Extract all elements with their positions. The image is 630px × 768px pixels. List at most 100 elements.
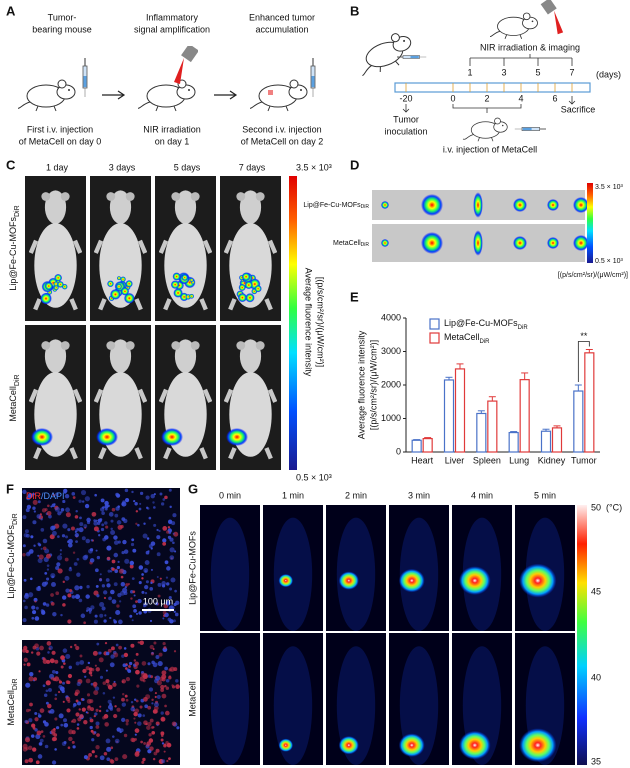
- cell: [117, 560, 120, 563]
- cell: [23, 533, 28, 538]
- cell: [104, 722, 109, 727]
- x-tick-label: Tumor: [571, 455, 597, 465]
- cell: [107, 648, 112, 653]
- cell: [112, 682, 117, 687]
- cell: [135, 600, 138, 603]
- cell: [139, 502, 142, 505]
- cell: [95, 584, 99, 588]
- cell: [157, 594, 161, 598]
- cell: [143, 568, 149, 573]
- cell: [68, 736, 73, 742]
- organ-signal: [381, 201, 389, 209]
- cell: [151, 702, 154, 705]
- x-tick-label: Lung: [509, 455, 529, 465]
- cell: [24, 737, 31, 743]
- cell: [107, 699, 112, 704]
- cell: [132, 548, 137, 553]
- cell: [96, 594, 100, 598]
- cell: [95, 549, 98, 552]
- cell: [94, 755, 98, 758]
- cell: [163, 646, 167, 650]
- cell: [44, 571, 48, 575]
- cell: [125, 667, 128, 670]
- cell: [139, 491, 144, 496]
- cell: [47, 651, 50, 654]
- cell: [96, 555, 101, 560]
- cell: [55, 726, 60, 730]
- cell: [99, 755, 105, 761]
- cell: [86, 520, 91, 525]
- cell: [124, 488, 129, 493]
- cell: [105, 578, 110, 582]
- cell: [122, 539, 127, 545]
- cell: [113, 713, 118, 719]
- cell: [22, 553, 26, 557]
- y-axis-label: Average fluorence intensity: [356, 330, 366, 439]
- signal: [161, 428, 183, 446]
- cell: [40, 528, 45, 532]
- cell: [149, 586, 154, 591]
- cell: [99, 705, 102, 708]
- cell: [101, 606, 106, 611]
- signal: [172, 272, 181, 281]
- cell: [67, 542, 73, 548]
- cell: [160, 711, 164, 715]
- cell: [41, 508, 47, 513]
- organ-signal: [513, 198, 527, 212]
- cell: [133, 717, 136, 720]
- cell: [122, 692, 125, 696]
- cell: [124, 558, 130, 564]
- cell: [50, 593, 54, 597]
- cell: [156, 694, 161, 699]
- cell: [106, 757, 111, 762]
- arrow: [102, 90, 126, 100]
- cell: [153, 493, 156, 496]
- cell: [90, 674, 93, 677]
- cell: [173, 602, 177, 607]
- cell: [27, 745, 33, 751]
- cell: [31, 605, 36, 610]
- cell: [54, 693, 58, 697]
- cell: [146, 537, 150, 540]
- cell: [33, 544, 36, 547]
- cell: [131, 490, 134, 494]
- cell: [95, 708, 99, 712]
- cell: [150, 541, 156, 546]
- cell: [49, 658, 55, 664]
- cell: [53, 503, 56, 506]
- cell: [109, 758, 114, 763]
- cell: [157, 661, 163, 667]
- bracket: [469, 54, 573, 66]
- cell: [44, 581, 49, 585]
- cell: [94, 614, 98, 618]
- cell: [84, 503, 90, 509]
- cell: [52, 493, 55, 497]
- cell: [130, 700, 134, 704]
- step-label: NIR irradiation: [143, 124, 201, 134]
- heat-spot: [338, 736, 359, 755]
- cell: [94, 664, 97, 667]
- cell: [30, 734, 35, 738]
- cell: [50, 676, 55, 681]
- cell: [118, 568, 124, 574]
- cell: [135, 510, 139, 513]
- cell: [134, 733, 137, 736]
- cell: [57, 555, 63, 561]
- cell: [96, 733, 100, 737]
- cell: [138, 507, 142, 511]
- colorbar-min: 0.5 × 10³: [296, 472, 332, 482]
- cell: [163, 750, 166, 753]
- cell: [54, 697, 58, 701]
- cell: [141, 672, 146, 678]
- cell: [141, 760, 145, 764]
- cell: [59, 553, 62, 556]
- cell: [103, 596, 107, 600]
- cell: [121, 654, 125, 658]
- step-label: First i.v. injection: [27, 124, 93, 134]
- cell: [91, 738, 95, 742]
- cell: [130, 737, 135, 743]
- cell: [69, 566, 72, 570]
- y-axis-label: [(p/s/cm²/sr)/(μW/cm²)]: [368, 340, 378, 430]
- cell: [134, 502, 138, 506]
- cell: [137, 523, 140, 527]
